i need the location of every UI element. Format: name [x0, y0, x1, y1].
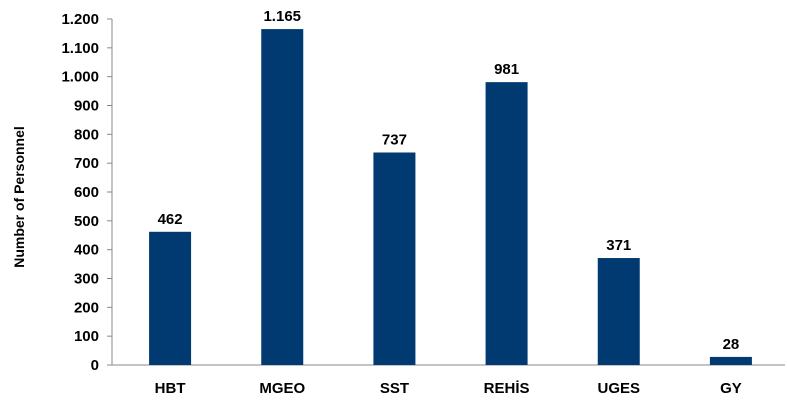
y-axis: [107, 18, 113, 366]
y-tick-label: 200: [74, 299, 99, 316]
x-tick-label: HBT: [155, 380, 186, 397]
bar-sst: [373, 152, 416, 365]
data-label: 737: [382, 131, 407, 148]
y-tick-label: 600: [74, 184, 99, 201]
bar-mgeo: [261, 29, 304, 365]
data-labels: 462 1.165 737 981 371 28: [158, 8, 740, 353]
data-label: 462: [158, 211, 183, 228]
y-tick-label: 900: [74, 98, 99, 115]
y-tick-label: 1.000: [61, 69, 99, 86]
y-tick-label: 1.200: [61, 11, 99, 28]
data-label: 371: [606, 237, 631, 254]
y-tick-label: 300: [74, 271, 99, 288]
y-tick-label: 0: [91, 357, 99, 374]
x-tick-label: GY: [720, 380, 742, 397]
y-tick-label: 1.100: [61, 40, 99, 57]
y-tick-labels: 0 100 200 300 400 500 600 700 800 900 1.000 1.100 1.…: [61, 11, 99, 374]
y-tick-label: 700: [74, 155, 99, 172]
data-label: 28: [723, 336, 740, 353]
x-tick-label: REHİS: [484, 380, 530, 397]
x-tick-labels: HBT MGEO SST REHİS UGES GY: [155, 380, 742, 397]
bar-rehi-s: [485, 82, 528, 366]
y-axis-title: Number of Personnel: [11, 126, 27, 268]
y-tick-label: 400: [74, 242, 99, 259]
x-tick-label: UGES: [597, 380, 640, 397]
x-tick-label: MGEO: [259, 380, 305, 397]
y-tick-label: 800: [74, 126, 99, 143]
bar-hbt: [149, 231, 192, 365]
bar-gy: [709, 356, 752, 365]
y-tick-label: 500: [74, 213, 99, 230]
x-tick-label: SST: [380, 380, 409, 397]
bar-uges: [597, 258, 640, 365]
bars: [149, 29, 752, 366]
y-tick-label: 100: [74, 328, 99, 345]
data-label: 981: [494, 61, 519, 78]
data-label: 1.165: [263, 8, 301, 25]
